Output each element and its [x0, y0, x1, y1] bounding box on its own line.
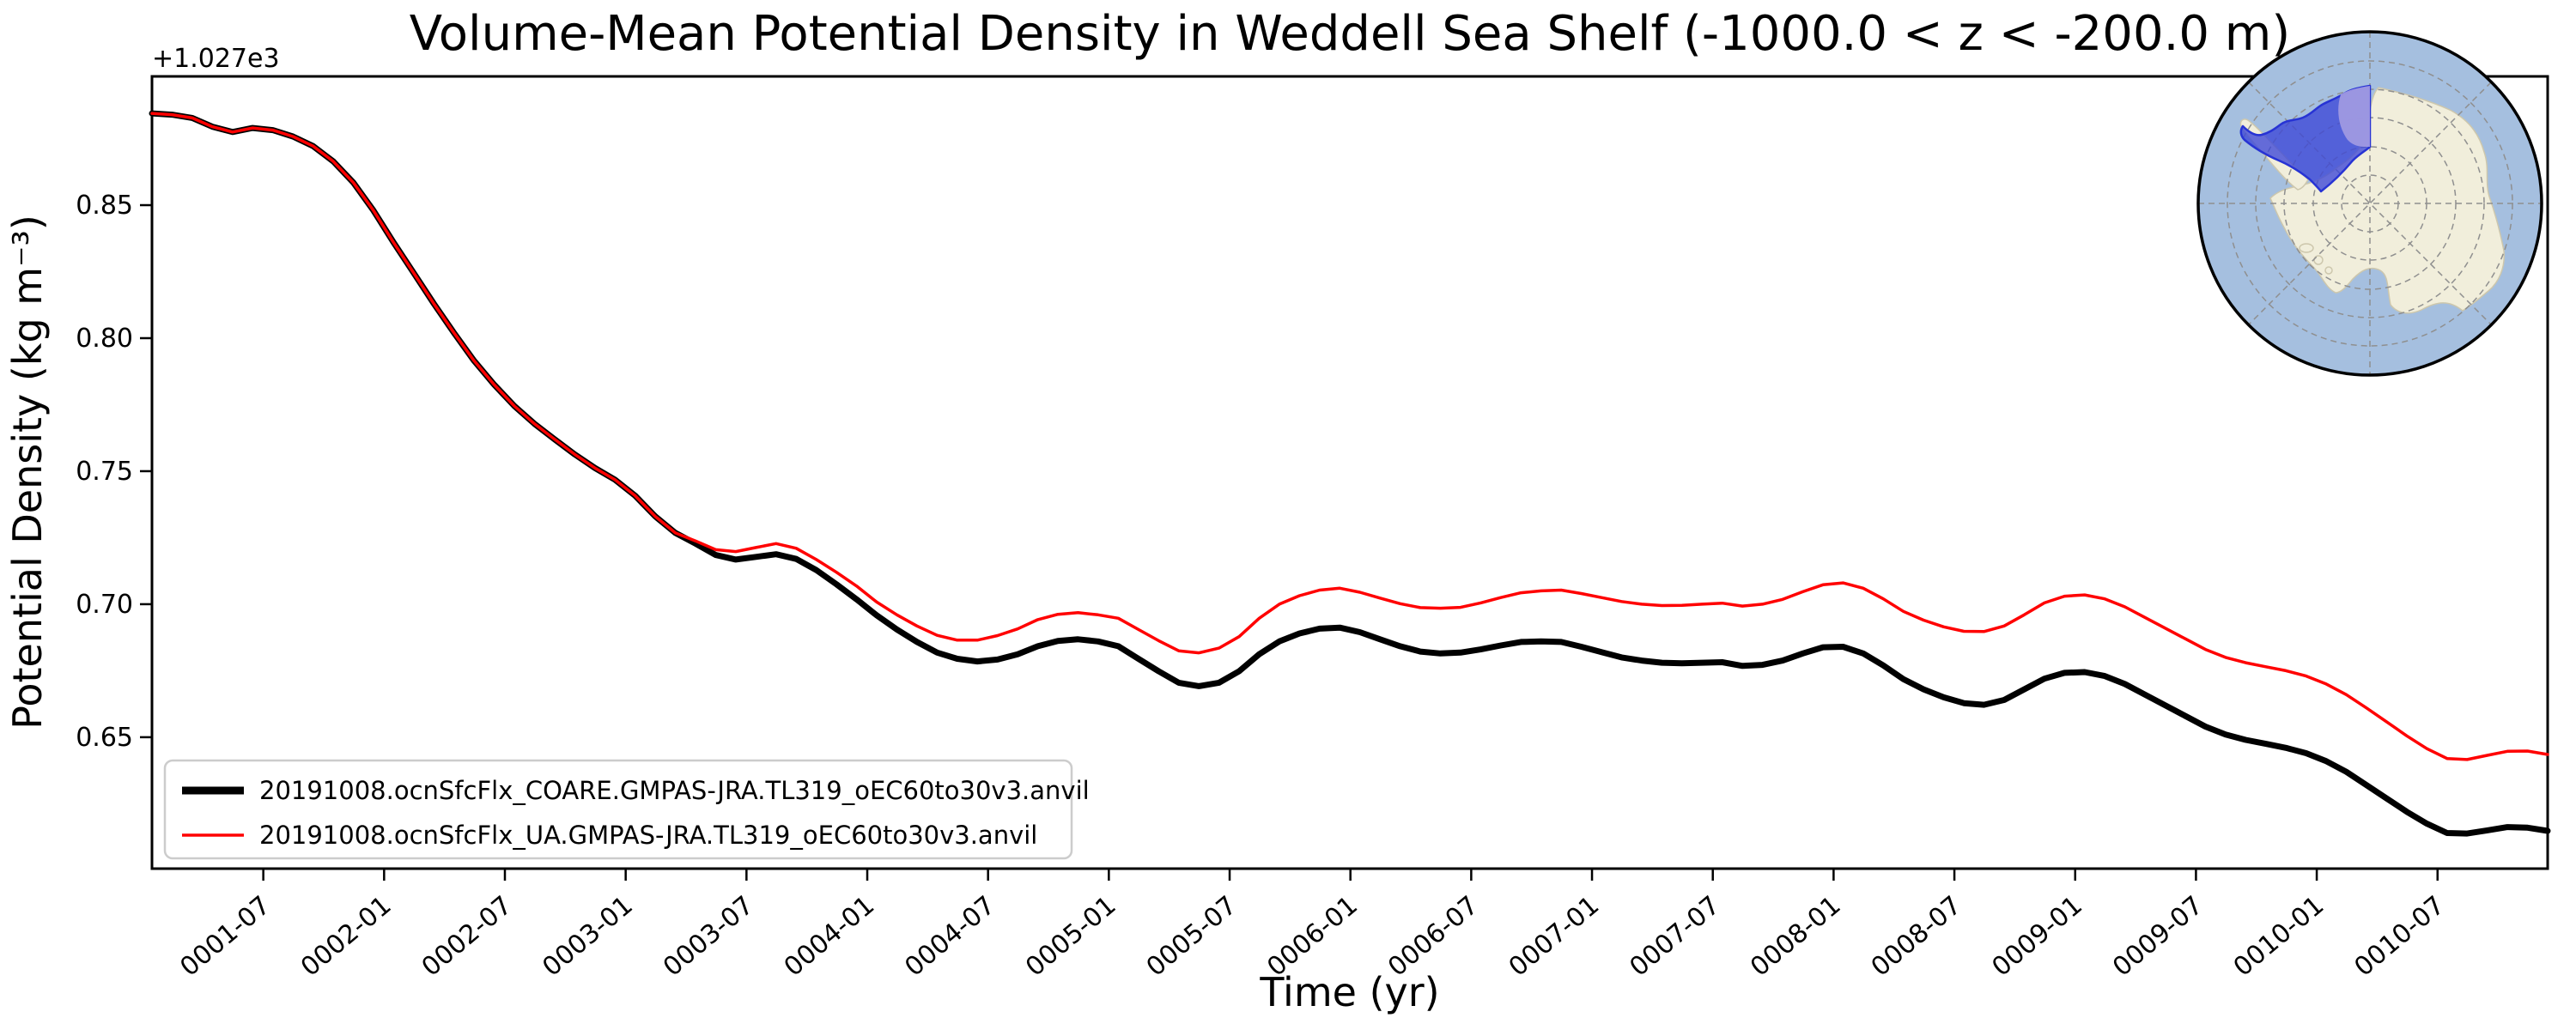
series-lines	[149, 110, 2551, 837]
x-tick-label: 0008-01	[1745, 890, 1847, 982]
x-tick-label: 0004-07	[899, 890, 1001, 982]
antarctica-inset-map	[2196, 30, 2543, 377]
x-axis-ticks: 0001-07 0002-01 0002-07 0003-01 0003-07 0004-…	[174, 869, 2451, 983]
x-tick-label: 0007-07	[1624, 890, 1726, 982]
y-axis-title: Potential Density (kg m⁻³)	[4, 215, 51, 730]
x-tick-label: 0007-01	[1504, 890, 1606, 982]
legend-label-coare: 20191008.ocnSfcFlx_COARE.GMPAS-JRA.TL319…	[259, 776, 1090, 805]
legend-box	[163, 759, 1073, 860]
x-tick-label: 0004-01	[779, 890, 881, 982]
x-tick-label: 0003-01	[537, 890, 639, 982]
y-tick-label: 0.80	[76, 324, 133, 354]
y-tick-label: 0.75	[76, 457, 133, 487]
island	[2324, 266, 2333, 275]
x-tick-label: 0005-07	[1141, 890, 1243, 982]
series-line-coare	[149, 110, 2551, 837]
legend: 20191008.ocnSfcFlx_COARE.GMPAS-JRA.TL319…	[163, 759, 1090, 860]
legend-label-ua: 20191008.ocnSfcFlx_UA.GMPAS-JRA.TL319_oE…	[259, 821, 1037, 850]
x-tick-label: 0002-01	[295, 890, 398, 982]
x-axis-title: Time (yr)	[1259, 969, 1439, 1015]
y-axis-offset-label: +1.027e3	[152, 44, 280, 74]
y-tick-label: 0.65	[76, 723, 133, 753]
weddell-region-inner-shade	[2338, 86, 2370, 148]
series-line-ua	[150, 112, 2549, 761]
y-axis-ticks: 0.65 0.70 0.75 0.80 0.85	[76, 191, 152, 753]
y-tick-label: 0.85	[76, 191, 133, 221]
weddell-region-highlight	[2239, 84, 2372, 193]
meridian-line	[2248, 82, 2492, 325]
x-tick-label: 0001-07	[174, 890, 276, 982]
x-tick-label: 0002-07	[416, 890, 519, 982]
chart-title: Volume-Mean Potential Density in Weddell…	[410, 6, 2290, 62]
map-boundary-circle	[2196, 30, 2543, 377]
y-tick-label: 0.70	[76, 590, 133, 620]
x-tick-label: 0005-01	[1020, 890, 1122, 982]
island	[2299, 243, 2314, 253]
x-tick-label: 0010-07	[2348, 890, 2451, 982]
x-tick-label: 0008-07	[1866, 890, 1968, 982]
x-tick-label: 0010-01	[2228, 890, 2330, 982]
x-tick-label: 0009-07	[2107, 890, 2209, 982]
axes-frame	[150, 75, 2549, 870]
x-tick-label: 0003-07	[658, 890, 760, 982]
x-tick-label: 0009-01	[1986, 890, 2088, 982]
